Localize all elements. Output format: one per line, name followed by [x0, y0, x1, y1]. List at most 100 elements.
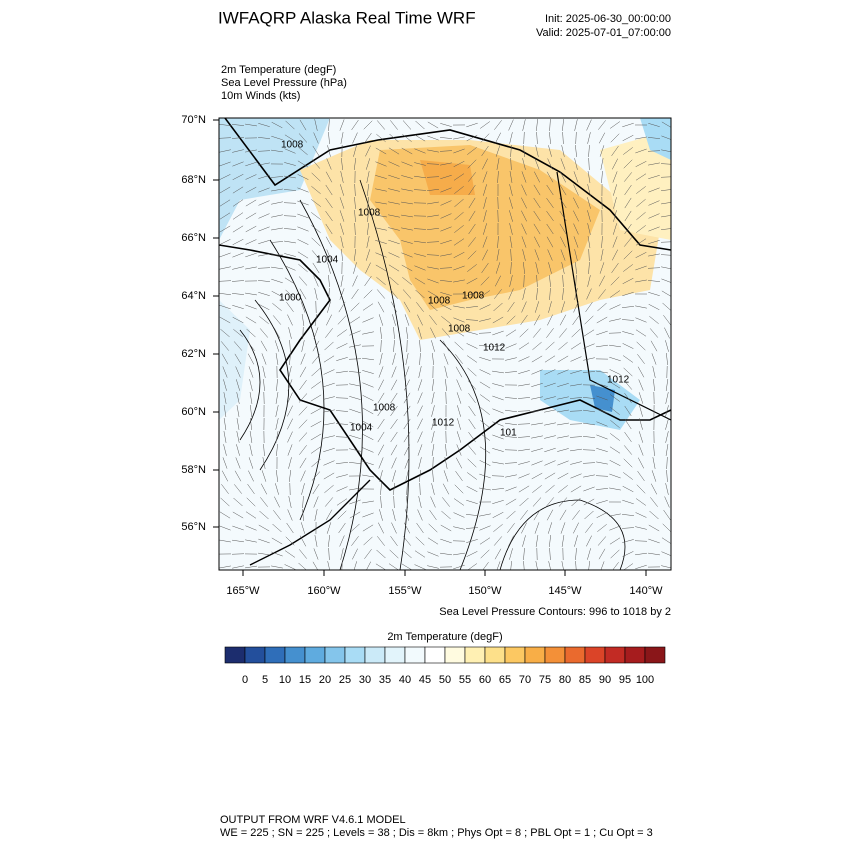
- wind-barb: [363, 536, 373, 546]
- colorbar-box: [564, 646, 586, 664]
- wind-barb: [596, 383, 608, 387]
- wind-barb: [328, 132, 330, 144]
- wind-barb: [275, 431, 279, 443]
- wind-barb: [596, 488, 608, 490]
- wind-barb: [508, 119, 514, 131]
- colorbar-label: 80: [559, 674, 571, 686]
- wind-barb: [575, 262, 577, 274]
- wind-barb: [284, 564, 296, 570]
- cold-area: [640, 118, 671, 160]
- wind-barb: [442, 497, 450, 507]
- wind-barb: [325, 210, 333, 222]
- wind-barb: [341, 249, 343, 261]
- wind-barb: [648, 213, 660, 219]
- wind-barb: [624, 197, 632, 209]
- wind-barb: [405, 509, 409, 521]
- wind-barb: [520, 510, 528, 520]
- contour-label: 1012: [432, 418, 455, 429]
- wind-barb: [431, 392, 435, 404]
- wind-barb: [557, 369, 569, 375]
- wind-barb: [311, 159, 321, 169]
- wind-barb: [596, 330, 608, 336]
- wind-barb: [352, 548, 358, 560]
- wind-barb: [609, 525, 621, 531]
- wind-barb: [336, 410, 348, 412]
- wind-barb: [275, 353, 279, 365]
- wind-barb: [598, 548, 606, 560]
- wind-barb: [401, 214, 413, 218]
- wind-barb: [284, 277, 296, 285]
- wind-barb: [231, 280, 245, 282]
- wind-barb: [298, 393, 308, 403]
- wind-barb: [466, 277, 478, 285]
- wind-barb: [522, 249, 526, 261]
- wind-barb: [375, 201, 387, 205]
- wind-barb: [570, 485, 582, 493]
- wind-barb: [453, 564, 465, 570]
- wind-barb: [297, 226, 309, 232]
- wind-barb: [272, 523, 282, 533]
- wind-barb: [285, 120, 295, 130]
- wind-barb: [609, 344, 621, 348]
- wind-barb: [349, 371, 361, 373]
- wind-barb: [505, 357, 517, 361]
- wind-barb: [392, 353, 396, 365]
- wind-barb: [518, 448, 530, 452]
- wind-barb: [301, 340, 305, 352]
- wind-barb: [323, 382, 335, 388]
- wind-barb: [445, 444, 447, 456]
- wind-barb: [364, 275, 372, 287]
- wind-barb: [453, 498, 465, 506]
- wind-barb: [636, 211, 646, 221]
- wind-barb: [354, 197, 356, 209]
- wind-barb: [288, 457, 292, 469]
- wind-barb: [480, 133, 490, 143]
- wind-barb: [362, 447, 374, 453]
- wind-barb: [494, 275, 502, 287]
- wind-barb: [232, 293, 244, 295]
- wind-barb: [378, 314, 384, 326]
- wind-barb: [609, 537, 621, 545]
- wind-barb: [325, 328, 333, 338]
- wind-barb: [587, 132, 591, 144]
- wind-barb: [426, 163, 440, 165]
- wind-barb: [234, 353, 242, 365]
- wind-barb: [416, 302, 424, 312]
- wind-barb: [596, 421, 608, 427]
- wind-barb: [517, 436, 531, 438]
- wind-barb: [431, 405, 435, 417]
- wind-barb: [557, 409, 569, 413]
- wind-barb: [236, 444, 240, 456]
- wind-barb: [465, 319, 479, 321]
- wind-barb: [340, 132, 344, 144]
- wind-barb: [505, 474, 517, 478]
- wind-barb: [468, 172, 476, 182]
- wind-barb: [365, 262, 371, 274]
- wind-barb: [340, 223, 344, 235]
- wind-barb: [561, 535, 565, 547]
- wind-barb: [562, 119, 564, 131]
- wind-barb: [337, 510, 347, 520]
- wind-barb: [375, 240, 387, 244]
- wind-barb: [518, 356, 530, 362]
- wind-barb: [283, 215, 297, 217]
- wind-barb: [504, 462, 518, 464]
- wind-barb: [418, 327, 422, 339]
- colorbar-box: [244, 646, 266, 664]
- colorbar-label: 50: [439, 674, 451, 686]
- wind-barb: [389, 549, 399, 559]
- wind-barb: [497, 235, 499, 249]
- wind-barb: [402, 120, 412, 130]
- wind-barb: [388, 201, 400, 205]
- wind-barb: [299, 457, 307, 469]
- colorbar-label: 75: [539, 674, 551, 686]
- wind-barb: [247, 483, 255, 495]
- footer: WE = 225 ; SN = 225 ; Levels = 38 ; Dis …: [220, 827, 653, 839]
- wind-barb: [310, 446, 322, 454]
- wind-barb: [575, 145, 577, 157]
- wind-barb: [505, 436, 517, 438]
- coastline: [219, 244, 671, 491]
- contour-label: 1008: [462, 291, 485, 302]
- wind-barb: [311, 458, 321, 468]
- colorbar-box: [444, 646, 466, 664]
